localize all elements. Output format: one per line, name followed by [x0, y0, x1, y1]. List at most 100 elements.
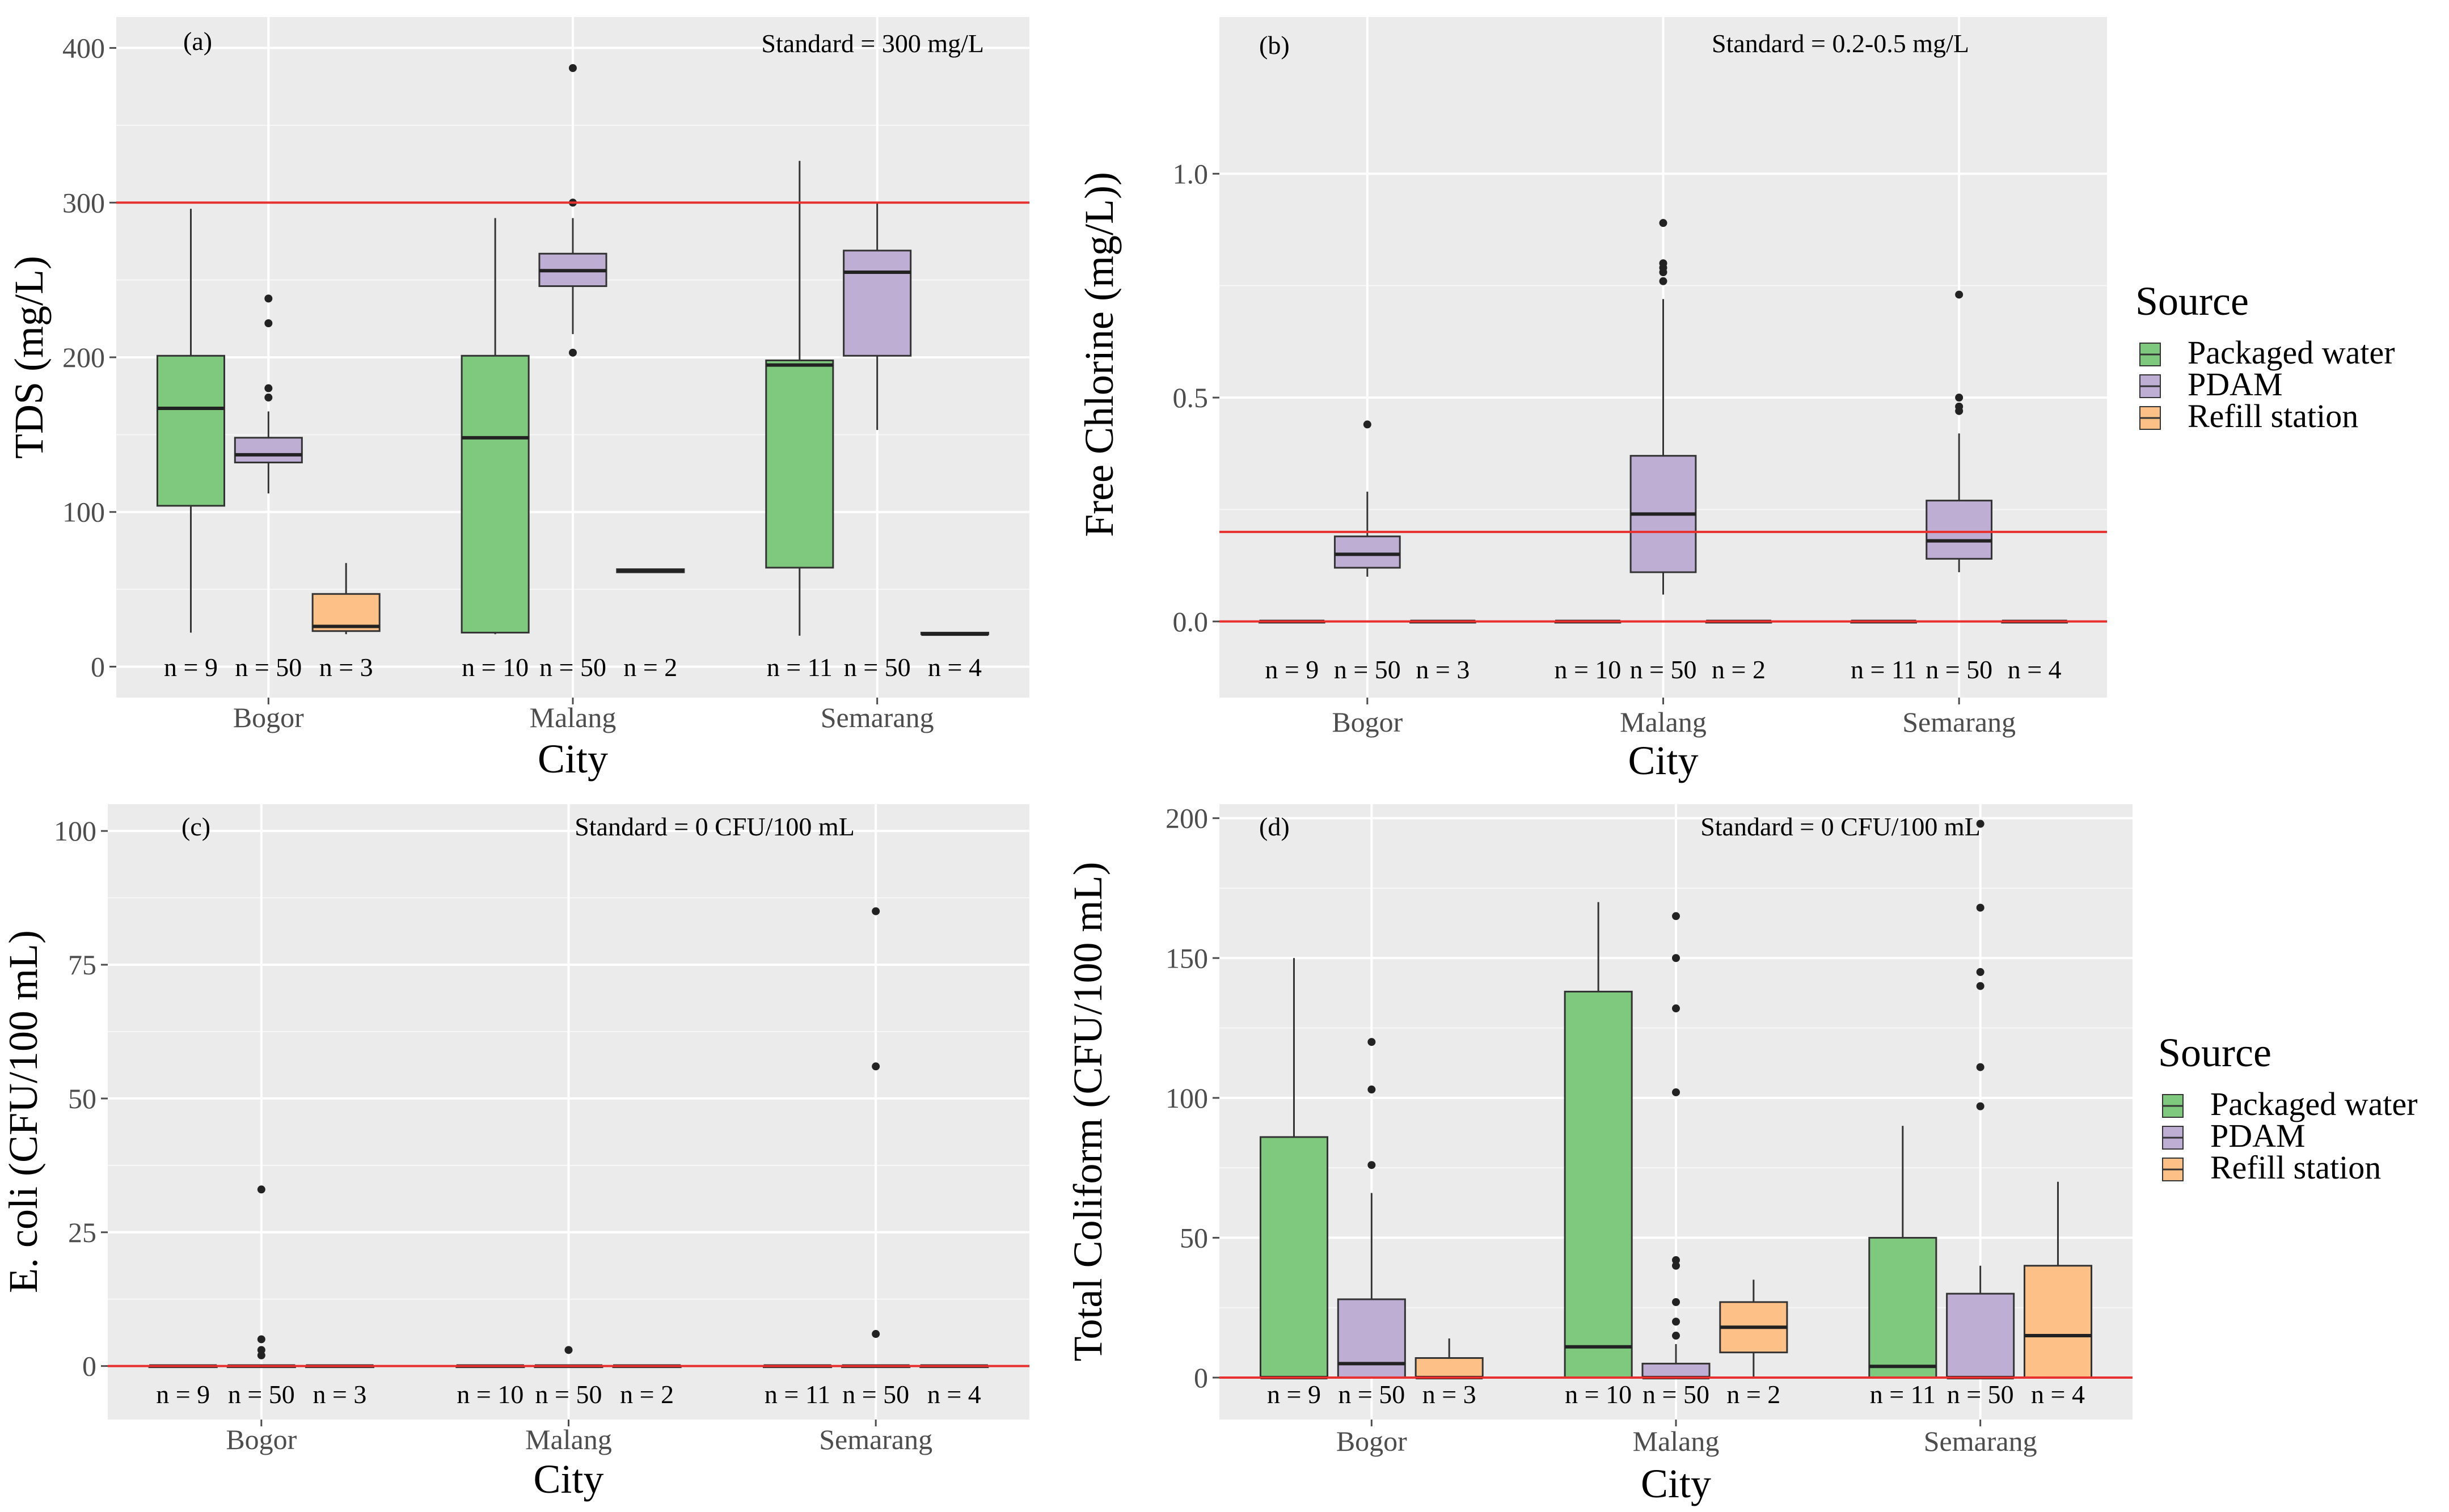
box-refill	[1719, 1279, 1788, 1378]
outlier-point	[1976, 903, 1984, 912]
outlier-point	[1367, 1086, 1376, 1094]
y-tick-label: 50	[1180, 1222, 1208, 1253]
n-label: n = 9	[1265, 655, 1319, 684]
outlier-point	[1672, 1261, 1680, 1270]
outlier-point	[1659, 219, 1667, 227]
n-label: n = 50	[228, 1380, 295, 1409]
outlier-point	[569, 348, 577, 357]
x-tick-label: Malang	[525, 1424, 612, 1455]
y-tick-label: 0.0	[1173, 606, 1209, 637]
n-label: n = 2	[1712, 655, 1766, 684]
x-tick-label: Semarang	[821, 702, 934, 733]
y-axis-title: Total Coliform (CFU/100 mL)	[1065, 862, 1111, 1362]
y-axis-title: TDS (mg/L)	[6, 256, 52, 459]
box-pdam	[1337, 1038, 1406, 1379]
panel-tag: (d)	[1259, 812, 1290, 841]
box-pdam	[234, 294, 303, 493]
y-tick-label: 0	[82, 1350, 96, 1382]
y-tick-label: 0	[1194, 1362, 1208, 1393]
y-tick-label: 400	[62, 32, 105, 64]
n-label: n = 50	[235, 653, 302, 682]
outlier-point	[569, 64, 577, 72]
n-label: n = 4	[928, 653, 982, 682]
box-body	[843, 250, 912, 357]
box-body	[461, 354, 530, 633]
box-pdam	[1946, 820, 2015, 1380]
n-label: n = 10	[457, 1380, 523, 1409]
outlier-point	[872, 1330, 880, 1338]
outlier-point	[257, 1335, 265, 1344]
outlier-point	[872, 907, 880, 915]
outlier-point	[1672, 1332, 1680, 1340]
panel-tag: (a)	[183, 27, 212, 56]
n-label: n = 50	[1630, 655, 1697, 684]
panel-c: 0 25 50 75 100 Bogor Malang Semarang n = 9 n = 50…	[1, 804, 1029, 1502]
n-label: n = 11	[1851, 655, 1916, 684]
outlier-point	[1672, 1088, 1680, 1096]
panel-tag: (c)	[181, 812, 210, 841]
x-tick-label: Bogor	[233, 702, 304, 733]
legend-item-label: Refill station	[2210, 1149, 2381, 1186]
y-tick-label: 75	[68, 949, 96, 981]
box-body	[1641, 1362, 1711, 1379]
legend-item-label: Packaged water	[2210, 1086, 2418, 1122]
box-packaged	[1259, 958, 1329, 1380]
box-pdam	[1926, 290, 1993, 572]
y-tick-label: 1.0	[1173, 158, 1209, 189]
y-axis-title: E. coli (CFU/100 mL)	[1, 930, 46, 1293]
box-packaged	[461, 218, 530, 635]
outlier-point	[264, 393, 273, 402]
n-label: n = 2	[623, 653, 677, 682]
box-body	[1414, 1357, 1484, 1379]
n-label: n = 9	[164, 653, 218, 682]
outlier-point	[1672, 954, 1680, 962]
box-packaged	[156, 209, 226, 633]
y-tick-label: 100	[62, 496, 105, 528]
panel-tag: (b)	[1259, 31, 1290, 60]
outlier-point	[264, 294, 273, 303]
n-label: n = 2	[1726, 1380, 1780, 1409]
n-label: n = 11	[767, 653, 833, 682]
outlier-point	[1659, 277, 1667, 285]
y-tick-label: 300	[62, 187, 105, 218]
n-label: n = 3	[1416, 655, 1470, 684]
x-tick-label: Semarang	[819, 1424, 932, 1455]
n-label: n = 50	[844, 653, 911, 682]
n-label: n = 11	[765, 1380, 830, 1409]
y-tick-label: 200	[62, 341, 105, 373]
box-packaged	[765, 161, 834, 636]
outlier-point	[1976, 820, 1984, 828]
box-body	[765, 359, 834, 569]
box-refill	[616, 568, 685, 573]
x-axis-title: City	[538, 736, 608, 782]
box-pdam	[538, 64, 607, 357]
box-packaged	[1564, 902, 1633, 1379]
legend-title: Source	[2158, 1030, 2271, 1075]
box-body	[1337, 1298, 1406, 1379]
box-body	[1946, 1293, 2015, 1379]
box-refill	[311, 563, 381, 635]
panel-a: 0 100 200 300 400 Bogor Malang Semarang n = 9 n =…	[6, 17, 1029, 782]
x-tick-label: Semarang	[1924, 1425, 2037, 1457]
n-label: n = 3	[313, 1380, 366, 1409]
legend-item-label: Packaged water	[2188, 334, 2395, 371]
outlier-point	[1976, 1063, 1984, 1071]
outlier-point	[1363, 420, 1371, 429]
box-body	[234, 437, 303, 463]
outlier-point	[1976, 1102, 1984, 1110]
n-label: n = 9	[156, 1380, 210, 1409]
outlier-point	[1672, 1256, 1680, 1264]
outlier-point	[1672, 1004, 1680, 1013]
n-label: n = 50	[539, 653, 606, 682]
outlier-point	[1672, 1298, 1680, 1306]
box-pdam	[1333, 420, 1401, 577]
n-label: n = 50	[1338, 1380, 1405, 1409]
x-tick-label: Bogor	[1332, 706, 1403, 738]
outlier-point	[257, 1185, 265, 1194]
n-label: n = 9	[1267, 1380, 1321, 1409]
legend-item-label: PDAM	[2210, 1117, 2306, 1154]
box-body	[1259, 1136, 1329, 1379]
outlier-point	[1976, 968, 1984, 976]
